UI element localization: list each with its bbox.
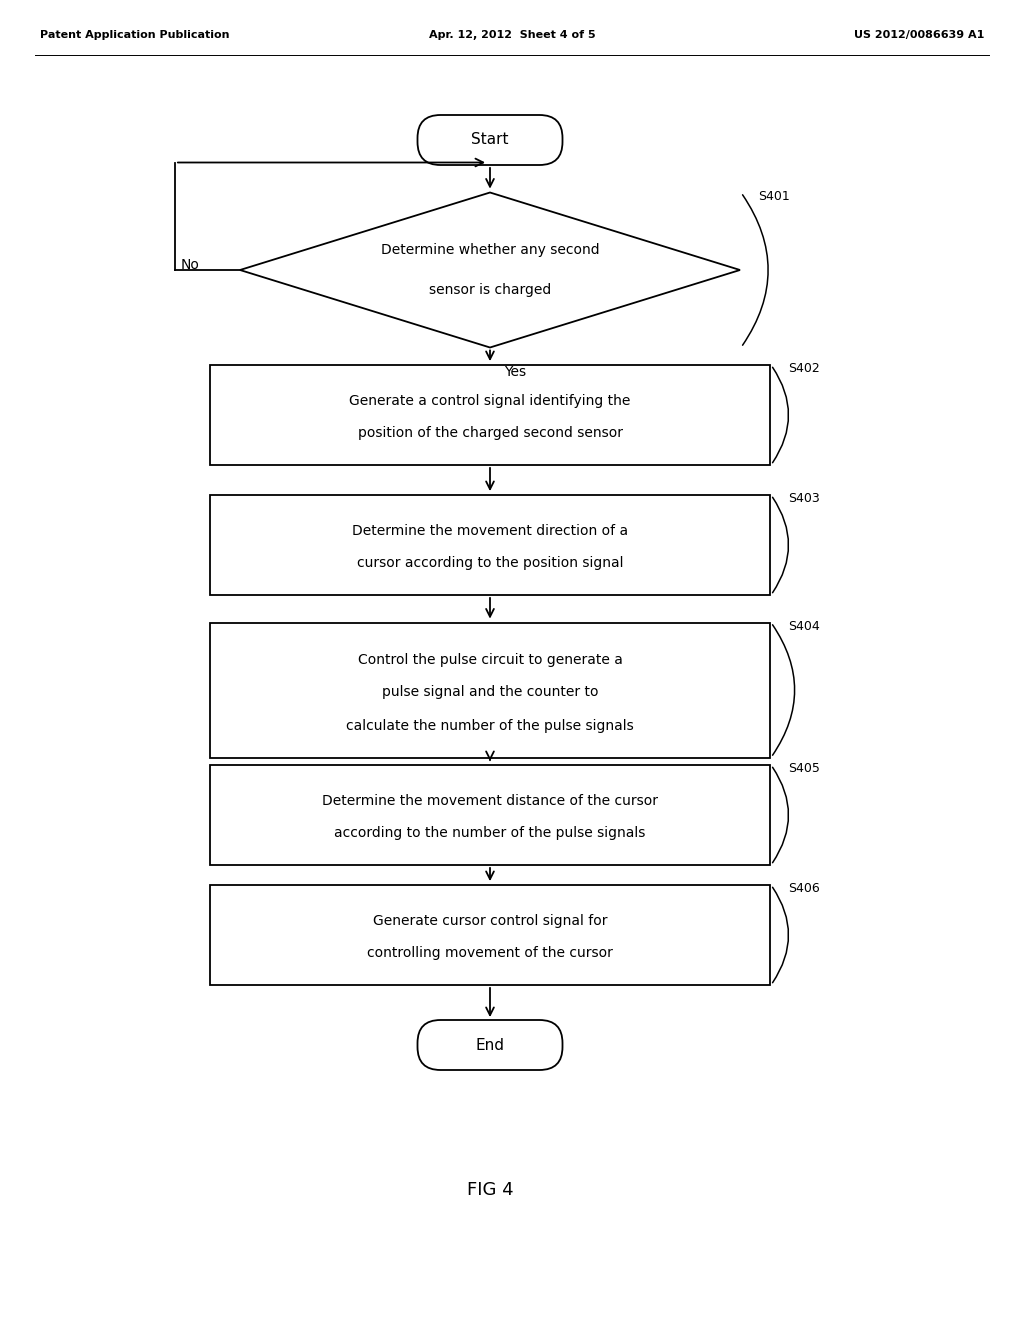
Text: FIG 4: FIG 4 xyxy=(467,1181,513,1199)
Bar xyxy=(210,766,770,865)
Text: calculate the number of the pulse signals: calculate the number of the pulse signal… xyxy=(346,719,634,733)
Text: Determine the movement distance of the cursor: Determine the movement distance of the c… xyxy=(322,795,658,808)
Text: according to the number of the pulse signals: according to the number of the pulse sig… xyxy=(334,826,646,840)
Text: S403: S403 xyxy=(788,492,820,506)
Text: Control the pulse circuit to generate a: Control the pulse circuit to generate a xyxy=(357,653,623,667)
Text: Determine whether any second: Determine whether any second xyxy=(381,243,599,257)
Text: Start: Start xyxy=(471,132,509,148)
Text: cursor according to the position signal: cursor according to the position signal xyxy=(356,556,624,570)
Bar xyxy=(210,623,770,758)
Text: sensor is charged: sensor is charged xyxy=(429,282,551,297)
Polygon shape xyxy=(240,193,740,347)
Text: Determine the movement direction of a: Determine the movement direction of a xyxy=(352,524,628,539)
Text: S406: S406 xyxy=(788,882,820,895)
Text: Generate a control signal identifying the: Generate a control signal identifying th… xyxy=(349,393,631,408)
Bar xyxy=(210,495,770,595)
Text: US 2012/0086639 A1: US 2012/0086639 A1 xyxy=(854,30,984,40)
Text: S401: S401 xyxy=(758,190,790,202)
Text: Yes: Yes xyxy=(504,366,526,380)
Text: S405: S405 xyxy=(788,762,820,775)
Text: S402: S402 xyxy=(788,362,820,375)
Text: S404: S404 xyxy=(788,619,820,632)
FancyBboxPatch shape xyxy=(418,115,562,165)
Text: controlling movement of the cursor: controlling movement of the cursor xyxy=(367,946,613,960)
Text: position of the charged second sensor: position of the charged second sensor xyxy=(357,426,623,440)
Bar xyxy=(210,884,770,985)
Text: No: No xyxy=(180,257,200,272)
Text: End: End xyxy=(475,1038,505,1052)
FancyBboxPatch shape xyxy=(418,1020,562,1071)
Text: Patent Application Publication: Patent Application Publication xyxy=(40,30,229,40)
Bar xyxy=(210,366,770,465)
Text: Generate cursor control signal for: Generate cursor control signal for xyxy=(373,913,607,928)
Text: pulse signal and the counter to: pulse signal and the counter to xyxy=(382,685,598,700)
Text: Apr. 12, 2012  Sheet 4 of 5: Apr. 12, 2012 Sheet 4 of 5 xyxy=(429,30,595,40)
